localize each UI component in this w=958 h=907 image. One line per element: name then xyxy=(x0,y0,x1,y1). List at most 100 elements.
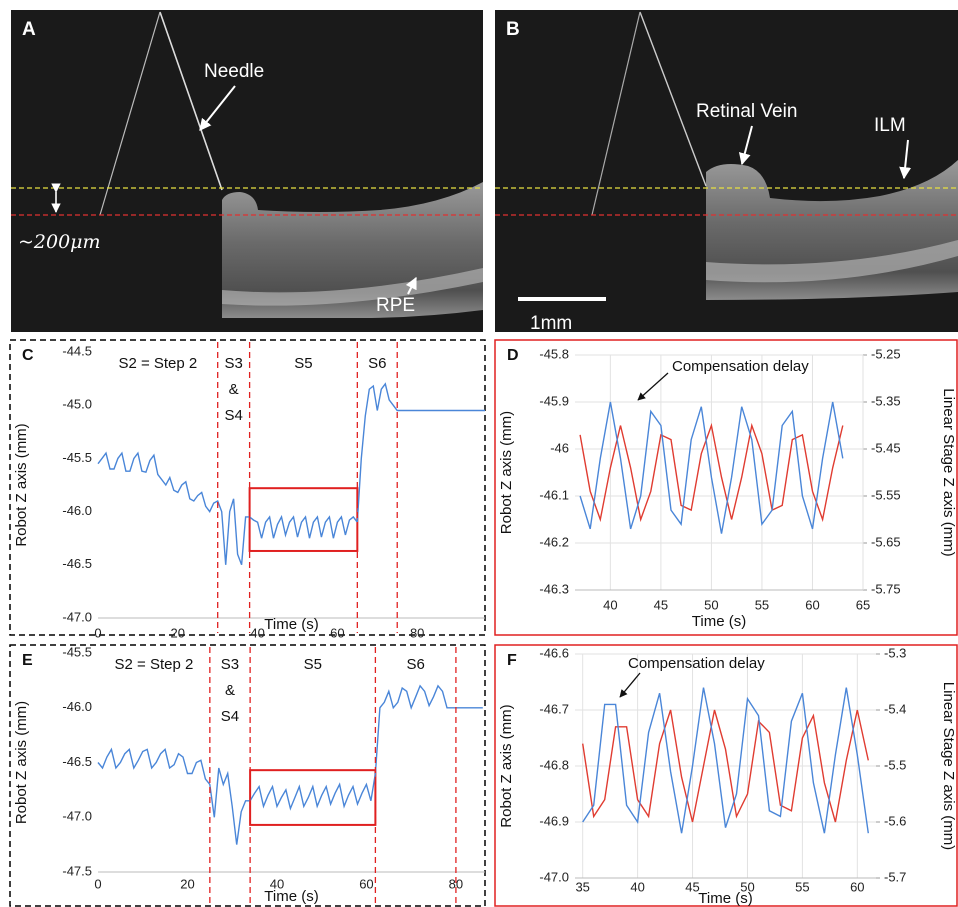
y2-tick-label: -5.45 xyxy=(871,440,901,455)
stage-label: S3 xyxy=(224,355,242,372)
x-tick-label: 60 xyxy=(805,597,819,612)
y-tick-label: -46.0 xyxy=(62,699,92,714)
x-tick-label: 40 xyxy=(630,879,644,894)
y-tick-label: -46.2 xyxy=(539,534,569,549)
y-tick-label: -45.9 xyxy=(539,393,569,408)
y2-axis-label: Linear Stage Z axis (mm) xyxy=(940,682,957,850)
panel-label: E xyxy=(22,652,33,669)
x-tick-label: 65 xyxy=(856,597,870,612)
y-tick-label: -46.6 xyxy=(539,645,569,660)
stage-label: S2 = Step 2 xyxy=(115,656,194,673)
stage-label: S5 xyxy=(294,355,312,372)
scale-bar-label: 1mm xyxy=(530,313,572,334)
annotation-arrow xyxy=(637,372,669,401)
ilm-label: ILM xyxy=(874,115,906,136)
x-tick-label: 50 xyxy=(740,879,754,894)
annotation: Compensation delay xyxy=(672,358,809,375)
y-tick-label: -46.5 xyxy=(62,754,92,769)
y-tick-label: -46.5 xyxy=(62,556,92,571)
annotation: Compensation delay xyxy=(628,655,765,672)
highlight-box xyxy=(249,769,377,826)
y2-tick-label: -5.5 xyxy=(884,757,906,772)
y2-tick-label: -5.7 xyxy=(884,869,906,884)
series-line xyxy=(97,684,483,845)
x-tick-label: 60 xyxy=(330,625,344,640)
x-tick-label: 80 xyxy=(410,625,424,640)
x-axis-label: Time (s) xyxy=(698,890,752,907)
y-axis-label: Robot Z axis (mm) xyxy=(13,423,30,546)
x-tick-label: 60 xyxy=(359,876,373,891)
vein-label: Retinal Vein xyxy=(696,101,797,122)
x-axis-label: Time (s) xyxy=(692,613,746,630)
x-tick-label: 0 xyxy=(94,625,101,640)
x-tick-label: 35 xyxy=(575,879,589,894)
y2-tick-label: -5.35 xyxy=(871,393,901,408)
rpe-label: RPE xyxy=(376,295,415,316)
series-line xyxy=(582,709,869,823)
x-tick-label: 55 xyxy=(795,879,809,894)
y-tick-label: -47.0 xyxy=(62,609,92,624)
y-axis-label: Robot Z axis (mm) xyxy=(498,704,515,827)
x-tick-label: 0 xyxy=(94,876,101,891)
y2-tick-label: -5.55 xyxy=(871,487,901,502)
x-axis-label: Time (s) xyxy=(264,616,318,633)
charts: C -47.0 -46.5 -46.0 -45.5 -45.0 -44.5 0 20 40 60 80… xyxy=(9,339,958,907)
stage-label: S2 = Step 2 xyxy=(118,355,197,372)
panel-frame xyxy=(494,644,958,907)
panel-label: D xyxy=(507,347,519,364)
y2-axis-label: Linear Stage Z axis (mm) xyxy=(940,388,957,556)
series-line xyxy=(582,687,869,834)
x-tick-label: 60 xyxy=(850,879,864,894)
y2-tick-label: -5.65 xyxy=(871,534,901,549)
x-tick-label: 20 xyxy=(180,876,194,891)
x-axis-label: Time (s) xyxy=(264,888,318,905)
y-tick-label: -47.0 xyxy=(539,869,569,884)
panel-frame xyxy=(9,644,486,907)
y-tick-label: -46.8 xyxy=(539,757,569,772)
y-tick-label: -46 xyxy=(550,440,569,455)
y-tick-label: -46.1 xyxy=(539,487,569,502)
y-tick-label: -45.8 xyxy=(539,346,569,361)
y-tick-label: -47.0 xyxy=(62,809,92,824)
spacing-label: ~200μm xyxy=(18,231,101,253)
x-tick-label: 40 xyxy=(603,597,617,612)
y-tick-label: -46.7 xyxy=(539,701,569,716)
panel-frame xyxy=(9,339,486,636)
y-tick-label: -45.0 xyxy=(62,397,92,412)
stage-label: & xyxy=(225,682,235,699)
stage-label: S4 xyxy=(224,407,242,424)
stage-label: S4 xyxy=(221,708,239,725)
x-tick-label: 45 xyxy=(654,597,668,612)
y2-tick-label: -5.3 xyxy=(884,645,906,660)
x-tick-label: 45 xyxy=(685,879,699,894)
needle-label: Needle xyxy=(204,61,264,82)
y-tick-label: -44.5 xyxy=(62,343,92,358)
stage-label: S3 xyxy=(221,656,239,673)
x-tick-label: 20 xyxy=(171,625,185,640)
x-tick-label: 40 xyxy=(270,876,284,891)
x-tick-label: 40 xyxy=(250,625,264,640)
y-tick-label: -45.5 xyxy=(62,450,92,465)
y-tick-label: -45.5 xyxy=(62,644,92,659)
x-tick-label: 50 xyxy=(704,597,718,612)
y-tick-label: -47.5 xyxy=(62,863,92,878)
y-tick-label: -46.3 xyxy=(539,581,569,596)
series-line xyxy=(579,401,844,534)
stage-label: S6 xyxy=(368,355,386,372)
oct-image-b: B Retinal Vein ILM 1mm xyxy=(495,10,958,334)
annotation-arrow xyxy=(619,672,641,698)
x-tick-label: 80 xyxy=(449,876,463,891)
y-axis-label: Robot Z axis (mm) xyxy=(498,411,515,534)
y-axis-label: Robot Z axis (mm) xyxy=(13,701,30,824)
x-tick-label: 55 xyxy=(755,597,769,612)
panel-frame xyxy=(494,339,958,636)
panel-label: C xyxy=(22,347,34,364)
series-line xyxy=(579,422,844,523)
y2-tick-label: -5.4 xyxy=(884,701,906,716)
stage-label: & xyxy=(229,381,239,398)
series-line xyxy=(97,382,485,566)
panel-label: B xyxy=(506,19,520,40)
y2-tick-label: -5.75 xyxy=(871,581,901,596)
y-tick-label: -46.9 xyxy=(539,813,569,828)
